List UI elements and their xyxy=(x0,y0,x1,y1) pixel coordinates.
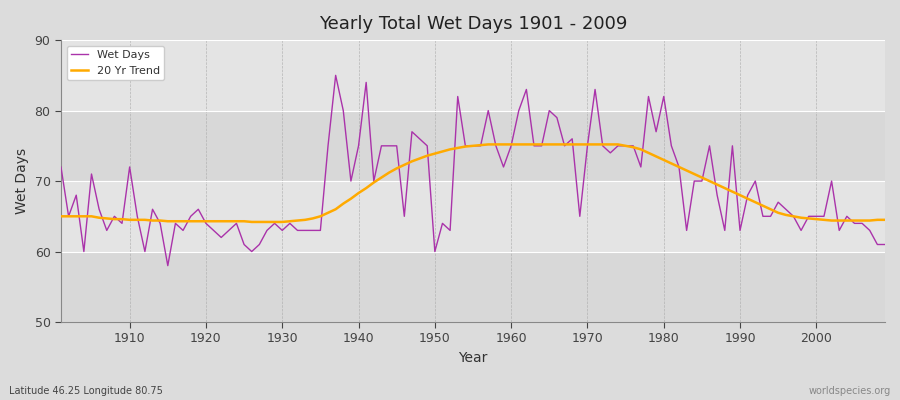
Y-axis label: Wet Days: Wet Days xyxy=(15,148,29,214)
Line: 20 Yr Trend: 20 Yr Trend xyxy=(61,144,885,222)
20 Yr Trend xyxy=(513,142,524,147)
20 Yr Trend xyxy=(613,142,624,147)
20 Yr Trend xyxy=(292,218,303,223)
20 Yr Trend xyxy=(117,217,128,222)
Legend: Wet Days, 20 Yr Trend: Wet Days, 20 Yr Trend xyxy=(67,46,164,80)
Wet Days xyxy=(162,263,173,268)
Wet Days xyxy=(292,228,303,233)
Title: Yearly Total Wet Days 1901 - 2009: Yearly Total Wet Days 1901 - 2009 xyxy=(319,15,627,33)
Wet Days xyxy=(117,221,128,226)
Wet Days xyxy=(613,144,624,148)
Bar xyxy=(61,252,885,322)
20 Yr Trend xyxy=(879,218,890,222)
Wet Days xyxy=(879,242,890,247)
X-axis label: Year: Year xyxy=(458,351,488,365)
20 Yr Trend xyxy=(247,220,257,224)
Wet Days xyxy=(330,73,341,78)
Wet Days xyxy=(513,108,524,113)
20 Yr Trend xyxy=(56,214,67,219)
Line: Wet Days: Wet Days xyxy=(61,75,885,266)
Text: worldspecies.org: worldspecies.org xyxy=(809,386,891,396)
Bar xyxy=(61,110,885,181)
Wet Days xyxy=(521,87,532,92)
20 Yr Trend xyxy=(338,201,348,206)
Bar xyxy=(61,40,885,110)
20 Yr Trend xyxy=(482,142,493,147)
20 Yr Trend xyxy=(521,142,532,147)
Text: Latitude 46.25 Longitude 80.75: Latitude 46.25 Longitude 80.75 xyxy=(9,386,163,396)
Wet Days xyxy=(346,179,356,184)
Bar xyxy=(61,181,885,252)
Wet Days xyxy=(56,164,67,169)
